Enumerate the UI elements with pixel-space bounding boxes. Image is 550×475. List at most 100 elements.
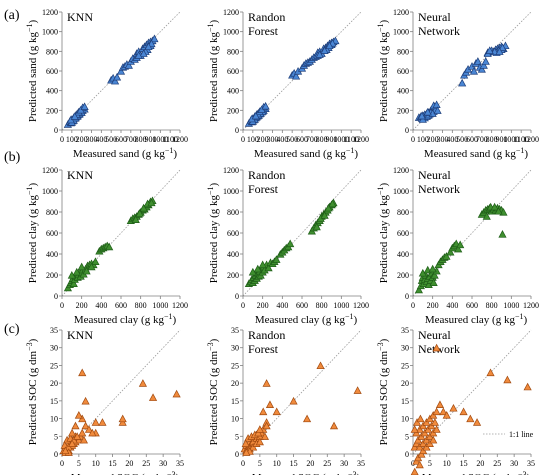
data-point [433,106,442,114]
data-point [315,50,324,58]
x-axis-label: Measured SOC (g dm−3) [422,470,531,475]
data-point [135,209,144,217]
data-point [485,46,494,54]
y-tick-label: 400 [397,250,409,259]
panel-1-0: 0 200 400 600 800 1000 1200 0 200 400 600 800 1000 12… [25,166,189,326]
panel-title: Neural [418,10,451,24]
data-point [473,57,482,65]
y-tick-label: 800 [397,208,409,217]
y-tick-label: 1200 [223,8,239,17]
data-point [61,446,70,455]
panel-1-2: 0 200 400 600 800 1000 1200 0 200 400 600 800 1000 12… [376,166,540,326]
x-axis-label: Measured SOC (g dm−3) [252,470,361,475]
data-point [111,76,120,85]
data-point [479,61,488,69]
x-tick-label: 15 [290,459,298,468]
data-point [139,203,148,212]
x-tick-label: 100 [417,135,429,144]
x-tick-label: 300 [437,135,449,144]
x-tick-label: 0 [60,301,64,310]
x-tick-label: 400 [446,301,458,310]
y-axis-label: Predicted clay (g kg−1) [376,182,391,283]
data-point [286,239,295,248]
y-tick-label: 400 [227,250,239,259]
y-tick-label: 800 [227,208,239,217]
data-point [272,255,281,263]
y-tick-label: 400 [227,87,239,96]
data-point [116,67,126,75]
data-point [449,403,458,412]
x-tick-label: 20 [125,459,133,468]
data-point [486,368,495,377]
x-tick-label: 800 [316,135,328,144]
y-tick-label: 200 [227,271,239,280]
data-point [134,51,143,59]
x-tick-label: 400 [276,301,288,310]
legend-label: 1:1 line [509,430,534,439]
data-point [78,428,87,437]
x-tick-label: 300 [86,135,98,144]
x-tick-label: 800 [135,301,147,310]
data-point [77,262,86,271]
x-tick-label: 1100 [513,135,529,144]
data-point [84,425,94,433]
x-tick-label: 1000 [152,301,168,310]
y-tick-label: 25 [401,361,409,370]
x-tick-label: 1200 [172,301,188,310]
data-point [417,111,426,120]
x-tick-label: 30 [510,459,518,468]
y-tick-label: 15 [231,397,239,406]
y-tick-label: 1000 [42,28,58,37]
data-point [289,396,298,405]
x-tick-label: 15 [460,459,468,468]
data-point [262,379,271,387]
panel-2-2: 0510152025303505101520253035Measured SOC… [376,326,535,475]
x-tick-label: 20 [306,459,314,468]
y-axis-label: Predicted sand (g kg−1) [206,20,221,123]
data-point [139,49,148,57]
data-point [81,396,90,405]
data-point [495,47,504,55]
data-point [458,78,467,87]
x-tick-label: 600 [296,301,308,310]
data-point [302,414,312,423]
x-tick-label: 800 [486,301,498,310]
x-tick-label: 700 [125,135,137,144]
y-tick-label: 200 [46,106,58,115]
panel-title: KNN [67,328,93,342]
x-tick-label: 15 [109,459,117,468]
x-tick-label: 400 [95,135,107,144]
data-point [490,202,499,211]
panel-title: Forest [248,182,279,196]
data-point [429,278,438,286]
y-tick-label: 600 [397,229,409,238]
y-tick-label: 20 [231,379,239,388]
data-point [469,67,479,75]
data-point [68,428,77,437]
y-tick-label: 10 [401,415,409,424]
y-tick-label: 1200 [393,8,409,17]
y-tick-label: 1000 [223,187,239,196]
data-point [439,407,448,416]
panel-title: Network [418,182,460,196]
x-tick-label: 300 [267,135,279,144]
y-tick-label: 200 [46,271,58,280]
x-tick-label: 1000 [503,135,519,144]
data-point [432,343,441,352]
y-tick-label: 200 [397,271,409,280]
y-tick-label: 35 [401,326,409,335]
y-tick-label: 1000 [393,187,409,196]
x-tick-label: 400 [446,135,458,144]
x-tick-label: 1200 [353,301,369,310]
data-point [481,57,490,65]
x-tick-label: 0 [60,459,64,468]
data-point [81,421,90,430]
data-point [353,386,362,394]
data-point [262,421,271,430]
y-tick-label: 0 [405,292,409,301]
y-tick-label: 200 [227,106,239,115]
data-point [131,215,140,223]
data-point [148,393,158,401]
data-point [456,240,465,249]
